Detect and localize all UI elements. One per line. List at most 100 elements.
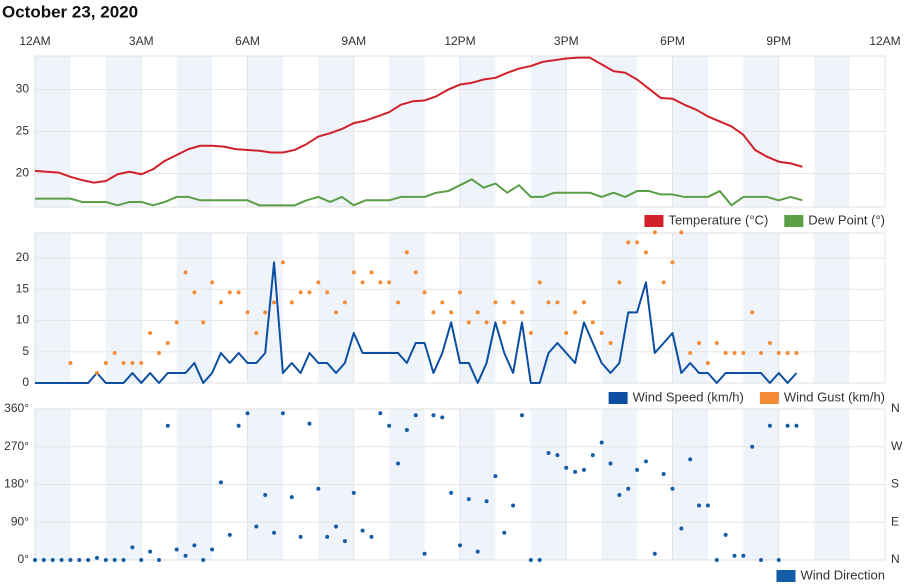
- data-point: [201, 320, 206, 325]
- data-point: [449, 310, 454, 315]
- data-point: [396, 461, 401, 466]
- data-point: [581, 300, 586, 305]
- data-point: [298, 290, 303, 295]
- hour-band: [35, 233, 71, 383]
- data-point: [210, 547, 215, 552]
- data-point: [714, 558, 719, 562]
- legend-label: Wind Speed (km/h): [633, 389, 744, 404]
- legend-swatch: [776, 570, 796, 582]
- data-point: [767, 341, 772, 345]
- data-point: [360, 280, 365, 285]
- hour-band: [389, 233, 425, 383]
- hour-band: [318, 233, 354, 383]
- series-line: [35, 178, 803, 207]
- data-point: [263, 310, 268, 315]
- data-point: [272, 530, 277, 535]
- data-point: [289, 300, 294, 305]
- hour-band: [105, 233, 142, 383]
- y-tick-label: 30: [16, 82, 30, 96]
- data-point: [227, 532, 232, 537]
- data-point: [351, 270, 356, 275]
- data-point: [254, 331, 259, 335]
- data-point: [148, 549, 153, 554]
- data-point: [723, 351, 728, 355]
- y-tick-label: 25: [16, 124, 30, 138]
- data-point: [697, 341, 702, 345]
- data-point: [661, 280, 666, 285]
- data-point: [165, 341, 170, 345]
- data-point: [103, 361, 108, 365]
- series-line: [35, 261, 798, 384]
- data-point: [369, 270, 374, 275]
- data-point: [68, 558, 73, 562]
- data-point: [590, 453, 595, 458]
- data-point: [404, 427, 409, 432]
- data-point: [590, 320, 595, 325]
- x-tick-label: 9AM: [341, 34, 366, 48]
- data-point: [714, 341, 719, 345]
- data-point: [581, 467, 586, 472]
- data-point: [440, 415, 445, 420]
- data-point: [218, 480, 223, 485]
- data-point: [272, 300, 277, 305]
- x-tick-label: 12PM: [444, 34, 475, 48]
- data-point: [183, 553, 188, 558]
- x-tick-label: 6AM: [235, 34, 260, 48]
- legend-swatch: [784, 215, 804, 227]
- data-point: [449, 490, 454, 495]
- y2-tick-label: W: [891, 439, 903, 453]
- data-point: [360, 528, 365, 533]
- hour-band: [530, 233, 567, 383]
- data-point: [458, 290, 462, 295]
- data-point: [679, 230, 684, 235]
- data-point: [732, 351, 737, 355]
- hour-band: [176, 233, 213, 383]
- y-tick-label: 0°: [18, 552, 30, 566]
- data-point: [555, 453, 560, 458]
- data-point: [174, 320, 179, 325]
- data-point: [794, 351, 799, 355]
- data-point: [236, 290, 241, 295]
- data-point: [165, 423, 170, 428]
- data-point: [688, 457, 693, 462]
- data-point: [369, 534, 374, 539]
- data-point: [776, 558, 781, 562]
- data-point: [307, 290, 312, 295]
- data-point: [334, 310, 339, 315]
- data-point: [458, 543, 462, 548]
- y-tick-label: 10: [16, 313, 30, 327]
- data-point: [130, 545, 135, 550]
- data-point: [68, 361, 73, 365]
- series-line: [34, 56, 803, 184]
- data-point: [635, 467, 640, 472]
- data-point: [484, 499, 489, 504]
- data-point: [670, 260, 675, 265]
- data-point: [652, 230, 657, 235]
- data-point: [325, 290, 330, 295]
- data-point: [705, 361, 710, 365]
- legend-swatch: [759, 392, 779, 404]
- y2-tick-label: N: [891, 401, 900, 415]
- data-point: [201, 558, 206, 562]
- data-point: [148, 331, 153, 335]
- data-point: [50, 558, 55, 562]
- data-point: [33, 558, 37, 562]
- data-point: [440, 300, 445, 305]
- data-point: [192, 290, 197, 295]
- data-point: [413, 413, 418, 418]
- data-point: [643, 250, 648, 255]
- data-point: [422, 290, 427, 295]
- data-point: [484, 320, 489, 325]
- data-point: [519, 310, 524, 315]
- legend-swatch: [608, 392, 628, 404]
- data-point: [174, 547, 179, 552]
- data-point: [59, 558, 64, 562]
- hour-band: [743, 233, 779, 383]
- data-point: [422, 551, 427, 556]
- data-point: [785, 351, 790, 355]
- data-point: [626, 240, 631, 245]
- data-point: [626, 486, 631, 491]
- data-point: [776, 351, 781, 355]
- data-point: [475, 310, 480, 315]
